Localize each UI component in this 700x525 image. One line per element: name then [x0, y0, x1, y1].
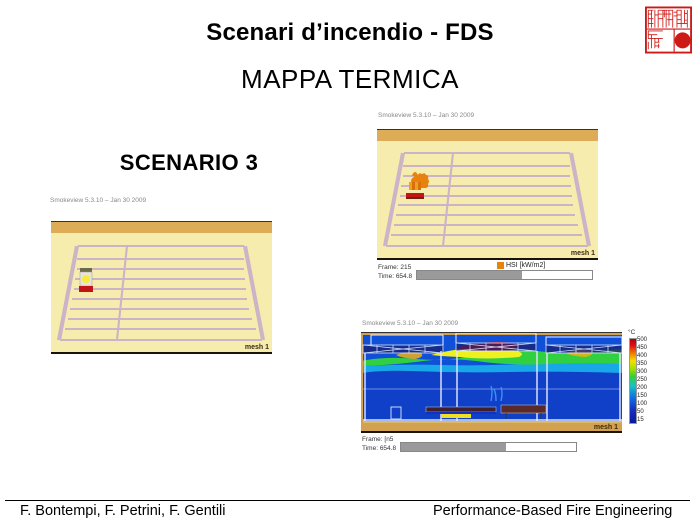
- svg-text:mesh 1: mesh 1: [571, 250, 595, 257]
- svg-text:mesh 1: mesh 1: [594, 424, 618, 431]
- svg-text:mesh 1: mesh 1: [245, 344, 269, 351]
